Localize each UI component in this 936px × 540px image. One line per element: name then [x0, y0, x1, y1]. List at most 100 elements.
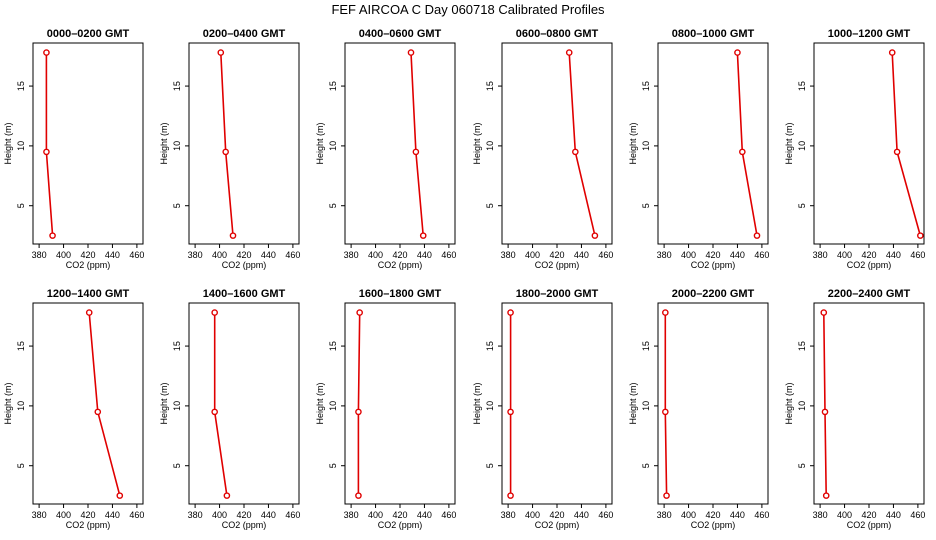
x-tick-label: 380 — [813, 250, 828, 260]
x-tick-label: 460 — [598, 250, 613, 260]
profile-point — [893, 148, 901, 156]
panel-title: 0200–0400 GMT — [203, 28, 286, 40]
x-tick-label: 440 — [417, 510, 432, 520]
plot-frame — [344, 42, 456, 245]
x-tick-label: 380 — [657, 250, 672, 260]
panel-title: 1400–1600 GMT — [203, 288, 286, 300]
profile-point — [917, 232, 924, 239]
panel-5: 1000–1200 GMT 380 400 420 440 460 5 10 15 CO2 (pp… — [784, 28, 925, 270]
profile-line — [568, 52, 596, 236]
panel-title: 1600–1800 GMT — [359, 288, 442, 300]
panel-1: 0200–0400 GMT 380 400 420 440 460 5 10 15 CO2 (pp… — [159, 28, 300, 270]
plot-frame — [657, 42, 769, 245]
x-tick-label: 400 — [681, 250, 696, 260]
x-tick-label: 460 — [441, 250, 456, 260]
y-axis-label: Height (m) — [159, 122, 169, 164]
x-tick-label: 400 — [368, 510, 383, 520]
x-axis-label: CO2 (ppm) — [691, 260, 736, 270]
x-axis-label: CO2 (ppm) — [378, 260, 423, 270]
figure-title: FEF AIRCOA C Day 060718 Calibrated Profi… — [331, 2, 605, 17]
profile-point — [43, 148, 50, 156]
profile-point — [888, 49, 896, 56]
x-tick-label: 400 — [212, 250, 227, 260]
y-tick-label: 5 — [16, 463, 26, 468]
x-tick-label: 440 — [574, 250, 589, 260]
profile-point — [49, 232, 56, 239]
y-tick-label: 15 — [172, 341, 182, 351]
plot-frame — [501, 42, 613, 245]
panel-title: 0600–0800 GMT — [516, 28, 599, 40]
y-tick-label: 15 — [797, 81, 807, 91]
panel-title: 2200–2400 GMT — [828, 288, 911, 300]
x-axis-label: CO2 (ppm) — [535, 260, 580, 270]
y-tick-label: 5 — [328, 463, 338, 468]
profile-point — [753, 232, 761, 239]
x-axis-label: CO2 (ppm) — [378, 520, 423, 530]
x-tick-label: 380 — [657, 510, 672, 520]
x-tick-label: 440 — [261, 510, 276, 520]
profile-point — [94, 408, 102, 416]
x-tick-label: 400 — [56, 250, 71, 260]
profile-point — [223, 492, 231, 499]
profile-point — [663, 492, 670, 499]
y-axis-label: Height (m) — [159, 382, 169, 424]
y-tick-label: 10 — [328, 401, 338, 411]
panel-title: 1200–1400 GMT — [47, 288, 130, 300]
profile-point — [412, 148, 420, 156]
x-tick-label: 440 — [105, 510, 120, 520]
y-tick-label: 15 — [485, 341, 495, 351]
profile-point — [822, 492, 830, 499]
panel-grid: 0000–0200 GMT 380 400 420 440 460 5 10 15 CO2 (pp… — [3, 28, 925, 530]
profile-line — [213, 312, 228, 496]
panel-title: 0400–0600 GMT — [359, 28, 442, 40]
profile-line — [736, 52, 758, 236]
x-axis-label: CO2 (ppm) — [847, 260, 892, 270]
x-tick-label: 380 — [32, 510, 47, 520]
x-tick-label: 420 — [861, 510, 876, 520]
x-tick-label: 420 — [392, 250, 407, 260]
y-axis-label: Height (m) — [472, 122, 482, 164]
y-axis-label: Height (m) — [628, 122, 638, 164]
profile-point — [222, 148, 229, 156]
x-tick-label: 380 — [501, 510, 516, 520]
y-tick-label: 10 — [172, 401, 182, 411]
x-tick-label: 440 — [105, 250, 120, 260]
y-axis-label: Height (m) — [784, 382, 794, 424]
x-tick-label: 420 — [861, 250, 876, 260]
y-axis-label: Height (m) — [315, 382, 325, 424]
panel-6: 1200–1400 GMT 380 400 420 440 460 5 10 15 CO2 (pp… — [3, 288, 144, 530]
x-axis-label: CO2 (ppm) — [66, 520, 111, 530]
panel-3: 0600–0800 GMT 380 400 420 440 460 5 10 15 CO2 (pp… — [472, 28, 613, 270]
y-tick-label: 10 — [641, 401, 651, 411]
x-axis-label: CO2 (ppm) — [535, 520, 580, 530]
plot-frame — [813, 302, 925, 505]
y-axis-label: Height (m) — [472, 382, 482, 424]
plot-frame — [32, 302, 144, 505]
y-tick-label: 15 — [16, 81, 26, 91]
y-tick-label: 5 — [797, 203, 807, 208]
x-tick-label: 460 — [441, 510, 456, 520]
profile-point — [572, 148, 579, 156]
x-tick-label: 400 — [56, 510, 71, 520]
x-tick-label: 380 — [188, 510, 203, 520]
y-tick-label: 15 — [172, 81, 182, 91]
x-tick-label: 460 — [754, 510, 769, 520]
x-tick-label: 460 — [598, 510, 613, 520]
x-tick-label: 420 — [80, 510, 95, 520]
x-tick-label: 400 — [681, 510, 696, 520]
panel-title: 0800–1000 GMT — [672, 28, 755, 40]
x-tick-label: 440 — [417, 250, 432, 260]
x-tick-label: 460 — [129, 510, 144, 520]
profile-point — [85, 309, 93, 316]
y-axis-label: Height (m) — [3, 122, 13, 164]
panel-title: 2000–2200 GMT — [672, 288, 755, 300]
profile-point — [507, 408, 514, 416]
profile-point — [116, 492, 124, 499]
x-tick-label: 440 — [261, 250, 276, 260]
profile-point — [356, 309, 363, 316]
y-tick-label: 5 — [172, 203, 182, 208]
profile-line — [664, 312, 668, 496]
x-tick-label: 380 — [501, 250, 516, 260]
y-axis-label: Height (m) — [784, 122, 794, 164]
y-tick-label: 15 — [641, 341, 651, 351]
